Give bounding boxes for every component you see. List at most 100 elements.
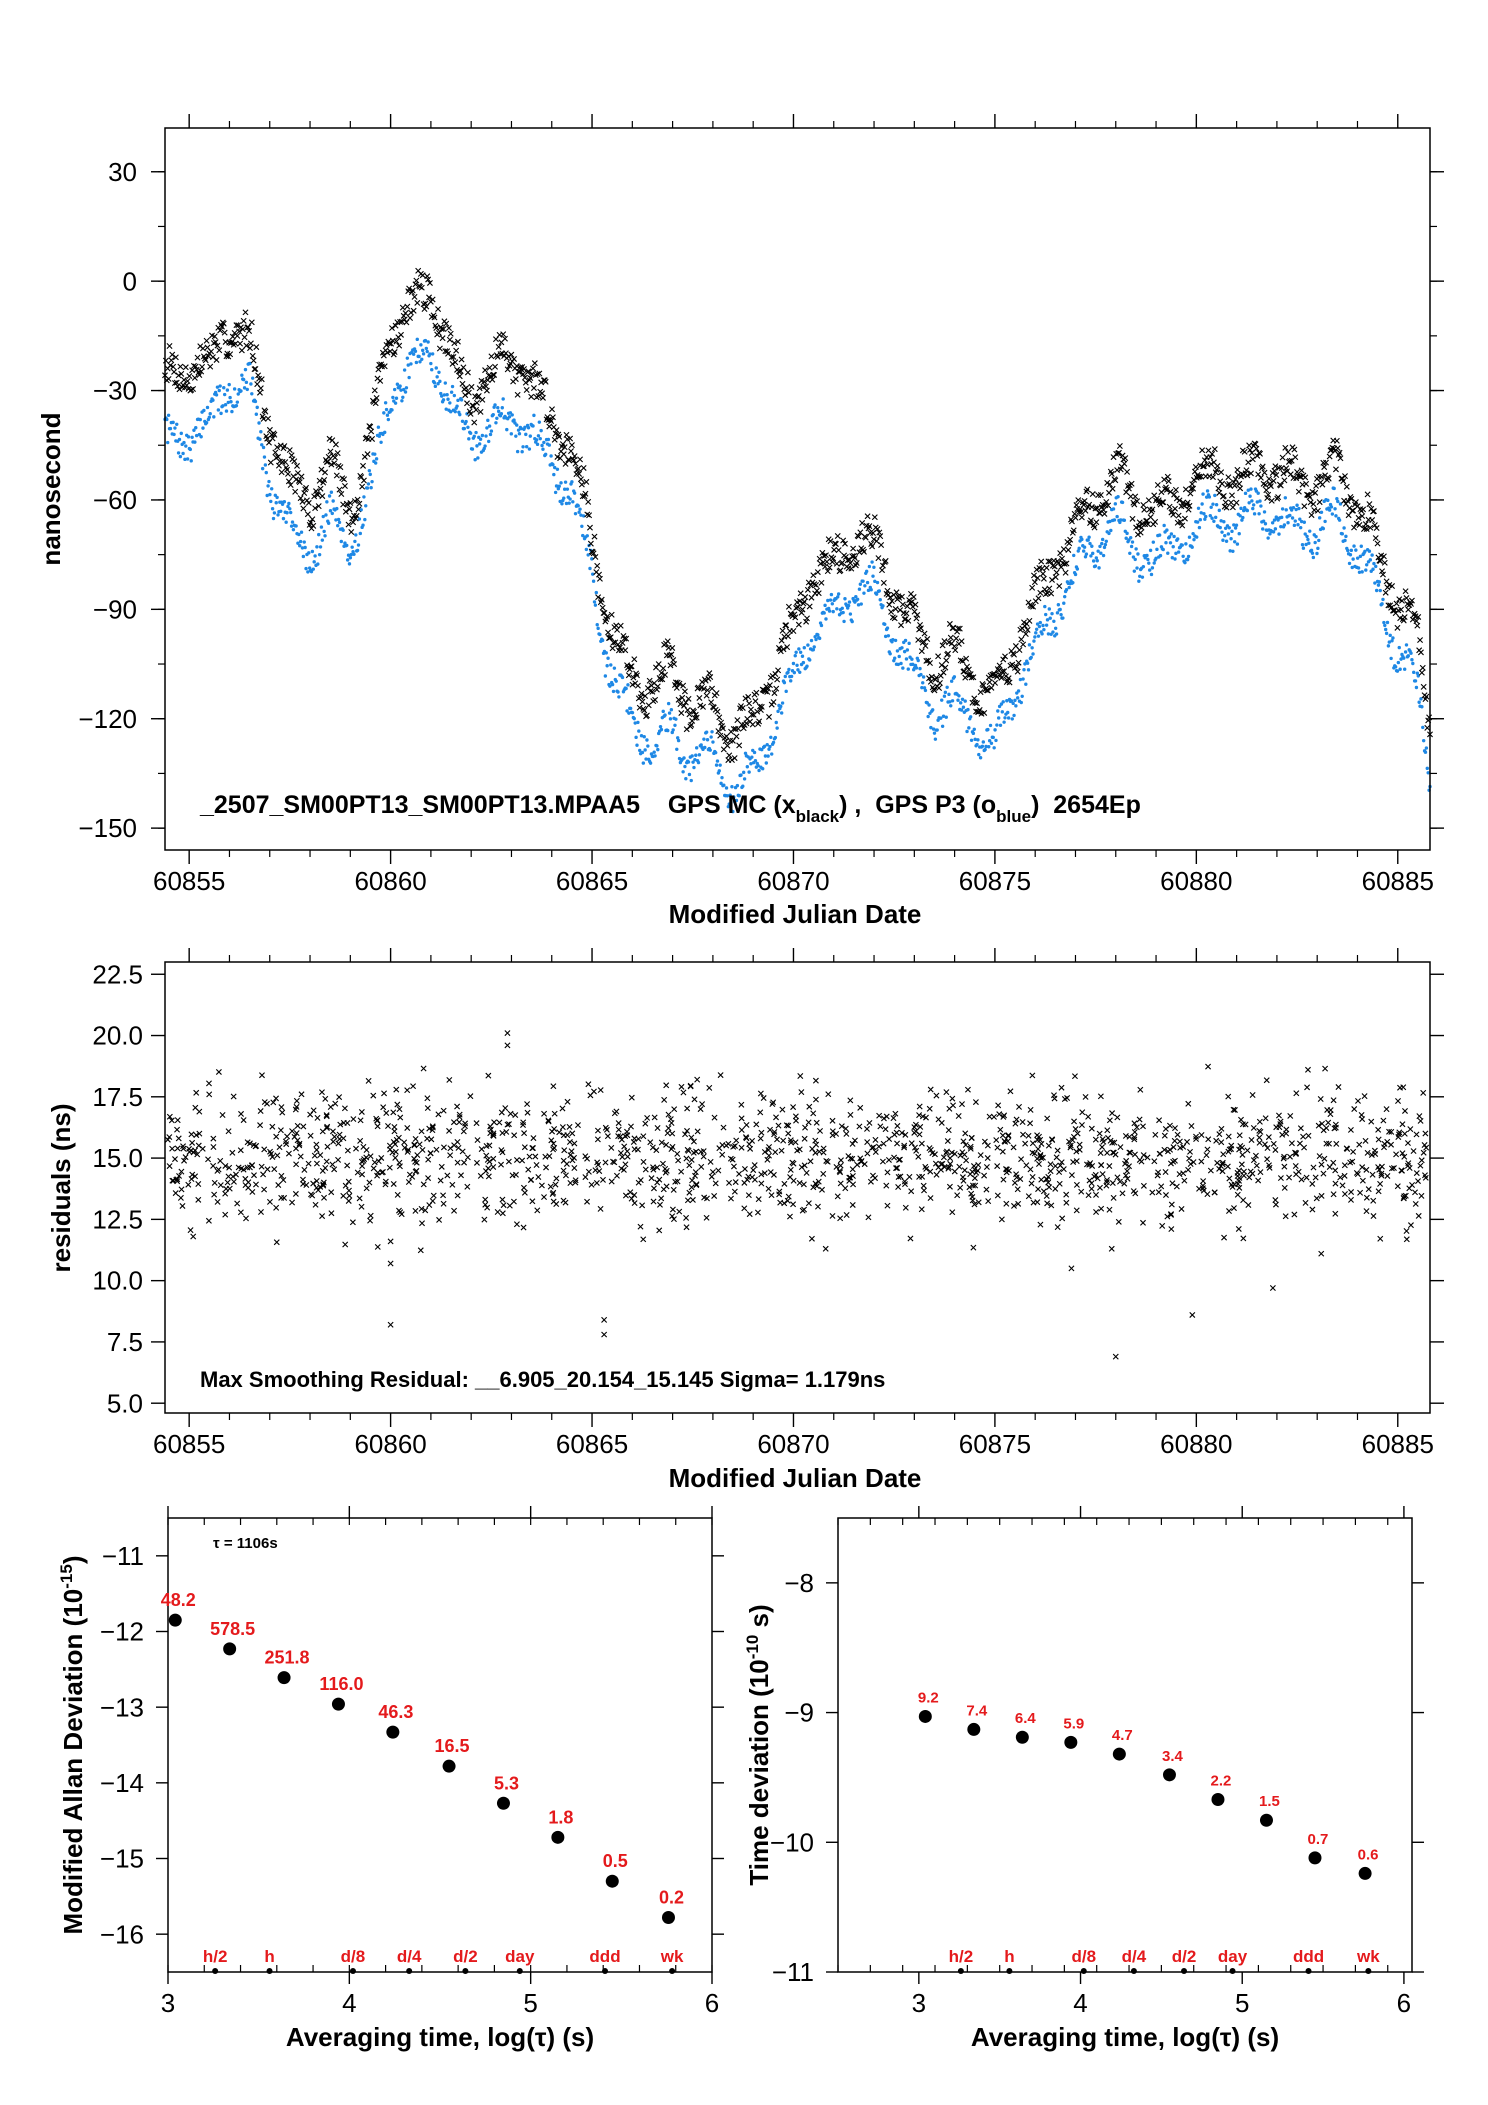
gps-mc-point [437,324,444,331]
residual-point [829,1117,836,1124]
residual-point [385,1123,391,1129]
tdev-points: 9.27.4 6.4 5.94.73.42.21.50.70.6h/2 h d/8 d/4… [918,1689,1380,1974]
residual-point [219,1112,226,1118]
residual-point [500,1202,507,1209]
gps-p3-point [1301,546,1306,550]
gps-p3-point [1190,545,1194,549]
gps-mc-point [367,423,374,430]
deviation-point-label: 251.8 [265,1648,310,1668]
residual-point [650,1198,657,1205]
residual-point [602,1124,609,1131]
residual-point [549,1191,556,1198]
gps-p3-point [1152,561,1156,565]
deviation-point [1358,1866,1372,1880]
gps-mc-point [607,634,614,641]
x-tick-label: 60865 [556,866,628,896]
gps-p3-point [1223,533,1227,538]
residual-point [820,1170,827,1177]
gps-mc-point [1092,505,1099,512]
residual-point [1403,1236,1410,1243]
gps-p3-point [628,706,633,711]
residual-point [1405,1160,1412,1167]
gps-p3-point [829,592,834,597]
gps-p3-point [668,717,673,721]
residual-point [245,1184,252,1191]
residual-point [1417,1162,1424,1169]
gps-p3-point [188,447,193,452]
gps-p3-point [298,544,302,548]
gps-mc-point [908,599,915,606]
gps-p3-point [535,442,540,447]
time-marker-label: wk [1356,1947,1380,1966]
residual-point [1256,1139,1263,1146]
gps-p3-point [846,603,851,608]
residual-point [971,1201,978,1208]
residual-point [933,1171,940,1178]
gps-p3-point [1136,552,1140,556]
gps-p3-point [555,467,560,471]
gps-p3-point [243,367,248,372]
gps-p3-point [185,457,190,461]
deviation-point [223,1642,237,1656]
residual-point [1168,1211,1174,1218]
residual-point [994,1192,1001,1199]
gps-p3-point [1297,506,1301,511]
residual-point [1266,1164,1273,1171]
gps-p3-point [328,509,333,513]
residual-point [1185,1100,1192,1107]
residual-point [175,1135,182,1142]
gps-p3-point [282,500,287,504]
gps-p3-point [1352,544,1356,548]
residual-point [382,1178,389,1185]
gps-mc-point [299,498,306,505]
gps-p3-point [400,399,404,403]
gps-p3-point [302,540,306,544]
gps-p3-point [1242,508,1246,513]
gps-p3-point [1103,542,1108,547]
gps-mc-point [662,671,669,678]
residual-point [894,1165,901,1172]
gps-mc-point [862,534,869,541]
gps-p3-point [1221,538,1225,542]
gps-p3-point [1012,713,1016,718]
residual-outlier [504,1042,511,1049]
gps-p3-point [171,420,175,425]
residual-point [289,1199,296,1206]
deviation-point-label: 578.5 [210,1619,255,1639]
gps-p3-point [537,420,542,424]
residual-point [491,1119,498,1126]
gps-mc-point [1011,651,1018,658]
gps-p3-point [320,538,325,542]
gps-p3-point [439,394,444,398]
time-marker-label: ddd [589,1947,620,1966]
gps-mc-point [202,357,209,364]
gps-p3-point [1280,507,1285,511]
residual-point [507,1110,514,1117]
gps-p3-point [1033,635,1037,639]
gps-mc-point [253,344,260,351]
residual-point [217,1182,224,1189]
mdev-ticks: 3 4 5 6−11−12−13−14−15−16 [100,1506,724,2018]
timeseries-annotation: _2507_SM00PT13_SM00PT13.MPAA5 GPS MC (xb… [199,791,1141,826]
gps-p3-point [349,552,353,557]
gps-mc-point [1016,647,1023,654]
residual-point [680,1089,687,1096]
gps-p3-point [727,802,731,806]
residual-point [1035,1160,1042,1167]
residual-point [1015,1200,1022,1207]
gps-p3-point [475,444,479,448]
gps-mc-point [182,364,189,371]
mdev-tau-label: τ = 1106s [213,1535,278,1552]
x-tick-label: 60855 [153,1429,225,1459]
gps-p3-point [275,495,279,500]
residual-point [1003,1200,1010,1207]
gps-mc-point [453,347,460,354]
residual-point [1094,1175,1101,1182]
gps-p3-point [346,553,351,557]
gps-p3-point [1048,616,1052,620]
gps-mc-point [312,505,319,512]
gps-p3-point [242,386,247,390]
gps-p3-point [386,417,391,422]
gps-p3-point [591,579,596,583]
gps-p3-point [449,409,453,414]
